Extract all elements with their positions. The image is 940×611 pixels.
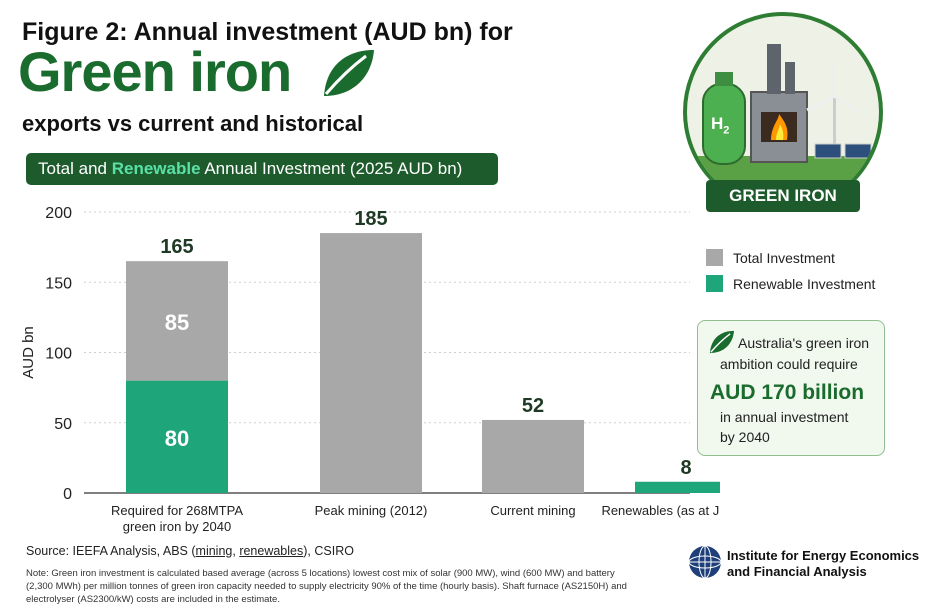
segment-label-renewable: 80 [165, 426, 189, 451]
banner-highlight: Renewable [111, 159, 201, 178]
bar-total-label: 185 [354, 208, 387, 230]
legend-total-swatch [706, 249, 723, 266]
org-name-line2: and Financial Analysis [727, 564, 867, 579]
bar-renewable [635, 481, 720, 493]
leaf-icon [323, 50, 374, 96]
bar-total-label: 165 [160, 236, 193, 258]
source-line: Source: IEEFA Analysis, ABS (mining, ren… [26, 544, 354, 558]
source-link-renewables[interactable]: renewables [239, 544, 304, 558]
callout-box: Australia's green iron ambition could re… [697, 320, 885, 456]
chart-banner: Total and Renewable Annual Investment (2… [26, 153, 498, 185]
bar-total [126, 261, 228, 381]
x-category-label: green iron by 2040 [123, 519, 231, 534]
figure-subtitle: exports vs current and historical [22, 111, 364, 136]
bar-total-label: 52 [522, 395, 544, 417]
x-category-label: Current mining [490, 503, 575, 518]
banner-part1: Total and [38, 159, 112, 178]
legend-total: Total Investment [706, 249, 835, 266]
source-prefix: Source: IEEFA Analysis, ABS ( [26, 544, 196, 558]
bar-chart: 0 50 100 150 200 AUD bn 165 Required for 268MTP… [20, 205, 720, 534]
bar-renewable [126, 380, 228, 493]
h2-label: H2 [711, 114, 730, 137]
y-tick-label: 100 [45, 346, 72, 363]
legend-renewable-label: Renewable Investment [733, 275, 876, 292]
legend-renewable: Renewable Investment [706, 275, 875, 292]
bar-total [320, 233, 422, 493]
legend-total-label: Total Investment [733, 249, 835, 266]
bar-total [482, 419, 584, 493]
org-name: Institute for Energy Economics and Finan… [727, 548, 919, 580]
leaf-icon [709, 330, 734, 354]
source-sep: , [232, 544, 240, 558]
callout-line2: ambition could require [720, 356, 858, 372]
bar-total-label: 8 [680, 457, 691, 479]
x-category-label: Required for 268MTPA [111, 503, 243, 518]
figure-title-highlight: Green iron [18, 44, 378, 100]
y-tick-label: 150 [45, 275, 72, 292]
banner-part2: Annual Investment (2025 AUD bn) [200, 159, 463, 178]
title-green-iron: Green iron [18, 40, 292, 103]
x-category-label: Renewables (as at Jun 2024) [601, 503, 720, 518]
ieefa-globe-icon [688, 545, 722, 579]
source-link-mining[interactable]: mining [195, 544, 233, 558]
y-tick-label: 0 [63, 486, 72, 503]
segment-label-total: 85 [165, 310, 189, 335]
legend-renewable-swatch [706, 275, 723, 292]
callout-line1: Australia's green iron [738, 335, 870, 351]
y-tick-label: 50 [54, 416, 72, 433]
y-axis-label: AUD bn [20, 326, 37, 379]
callout-line3: in annual investment [720, 409, 849, 425]
org-name-line1: Institute for Energy Economics [727, 548, 920, 563]
callout-amount: AUD 170 billion [710, 381, 865, 404]
green-iron-badge-label: GREEN IRON [706, 180, 860, 212]
figure-title: Figure 2: Annual investment (AUD bn) for [22, 18, 513, 46]
footnote: Note: Green iron investment is calculate… [26, 568, 627, 605]
source-suffix: ), CSIRO [303, 544, 354, 558]
callout-line4: by 2040 [720, 429, 770, 445]
x-category-label: Peak mining (2012) [315, 503, 428, 518]
y-tick-label: 200 [45, 205, 72, 222]
